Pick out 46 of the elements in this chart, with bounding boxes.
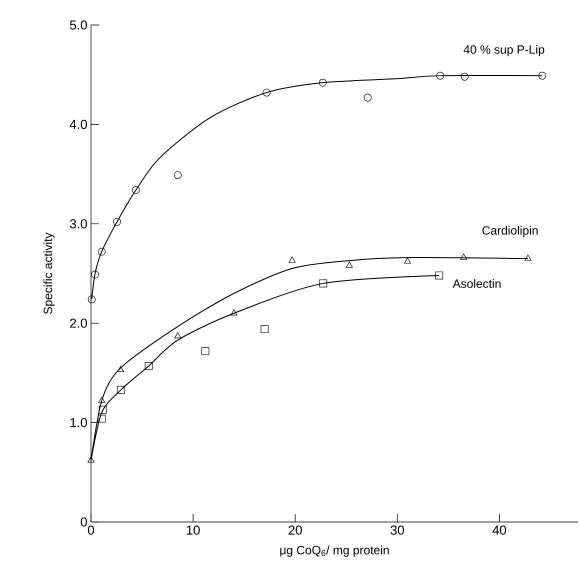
x-tick-label: 40 [492, 526, 506, 535]
y-tick-label: 5.0 [70, 20, 87, 30]
point [132, 186, 140, 194]
x-tick-label: 10 [186, 526, 200, 535]
point [117, 386, 125, 394]
y-tick-label: 0 [80, 517, 87, 527]
y-axis-title: Specific activity [43, 232, 55, 314]
point [174, 171, 182, 179]
point [524, 254, 532, 261]
point [364, 94, 372, 102]
point [91, 270, 99, 278]
point [404, 258, 411, 264]
series-label: 40 % sup P-Lip [464, 44, 544, 56]
point [230, 309, 238, 316]
point [288, 256, 296, 263]
x-tick-label: 20 [288, 526, 302, 535]
point [117, 366, 124, 372]
point [435, 272, 444, 280]
x-axis-title: μg CoQ$_{6}$/ mg protein [280, 546, 389, 557]
point [262, 88, 271, 96]
point [98, 396, 106, 403]
point [318, 78, 327, 87]
point [460, 254, 468, 260]
point [174, 332, 182, 338]
point [98, 406, 107, 414]
point [319, 280, 328, 288]
point [113, 218, 121, 226]
point [98, 248, 106, 256]
x-tick-label: 0 [88, 526, 94, 535]
point [88, 295, 96, 304]
point [260, 325, 268, 334]
series-label: Cardiolipin [482, 226, 538, 238]
y-tick-label: 4.0 [70, 120, 87, 129]
point [88, 456, 94, 462]
series-label: Asolectin [452, 279, 501, 288]
point [436, 72, 444, 80]
point [538, 72, 546, 80]
y-tick-label: 1.0 [70, 418, 87, 428]
point [98, 414, 106, 423]
point [144, 362, 153, 370]
y-tick-label: 3.0 [70, 219, 87, 228]
point [460, 72, 469, 81]
y-tick-label: 2.0 [70, 318, 87, 328]
point [346, 262, 353, 268]
point [201, 347, 210, 355]
x-tick-label: 30 [390, 526, 404, 535]
